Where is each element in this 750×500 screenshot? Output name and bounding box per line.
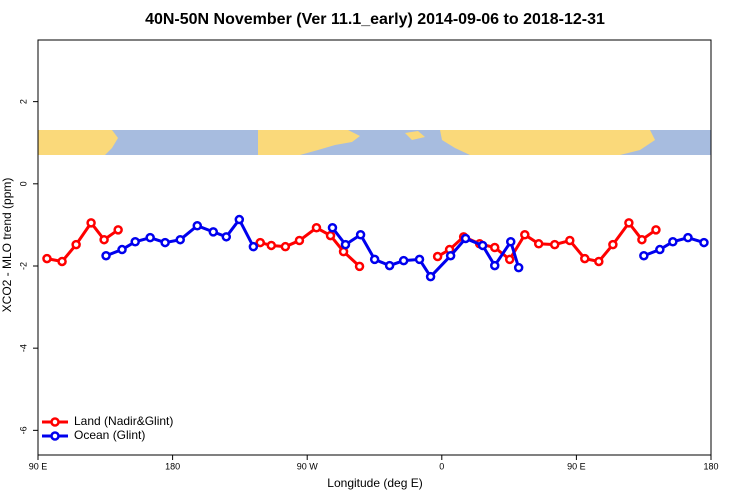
point <box>398 255 409 266</box>
map-strip <box>38 130 711 155</box>
point <box>425 271 436 282</box>
point <box>113 225 123 235</box>
point <box>460 233 471 244</box>
point <box>57 256 67 267</box>
point <box>175 234 185 245</box>
x-tick-label: 90 W <box>297 461 319 471</box>
point <box>354 261 365 272</box>
point <box>513 262 524 273</box>
point <box>489 242 500 253</box>
point <box>549 239 560 250</box>
x-tick-label: 180 <box>703 461 718 471</box>
point <box>117 244 127 255</box>
point <box>445 250 456 261</box>
point <box>655 244 665 255</box>
point <box>432 251 443 262</box>
y-tick-label: 2 <box>18 99 28 104</box>
legend-marker <box>50 431 60 441</box>
y-tick-label: 0 <box>18 181 28 186</box>
legend-label: Ocean (Glint) <box>74 428 145 442</box>
point <box>369 254 380 265</box>
point <box>683 232 693 243</box>
point <box>325 230 336 241</box>
x-tick-label: 90 E <box>29 461 48 471</box>
y-axis-label: XCO2 - MLO trend (ppm) <box>0 178 14 313</box>
point <box>192 220 203 231</box>
point <box>624 218 634 228</box>
point <box>311 223 322 233</box>
point <box>86 218 96 228</box>
point <box>668 236 678 247</box>
point <box>651 225 661 235</box>
x-axis-label: Longitude (deg E) <box>327 476 422 490</box>
point <box>160 237 170 248</box>
legend-label: Land (Nadir&Glint) <box>74 414 173 428</box>
point <box>477 240 488 251</box>
x-tick-label: 90 E <box>567 461 586 471</box>
point <box>639 250 649 261</box>
point <box>504 254 515 265</box>
point <box>255 237 265 248</box>
y-tick-label: -2 <box>18 262 28 270</box>
point <box>42 253 52 264</box>
point <box>208 227 219 237</box>
point <box>234 214 245 225</box>
point <box>101 250 111 261</box>
x-tick-label: 0 <box>439 461 444 471</box>
legend-marker <box>50 417 60 427</box>
point <box>489 260 500 271</box>
x-tick-label: 180 <box>165 461 180 471</box>
point <box>520 230 530 240</box>
point <box>340 239 351 250</box>
point <box>533 239 544 249</box>
point <box>145 232 155 243</box>
point <box>637 234 647 245</box>
point <box>294 235 305 246</box>
point <box>505 236 516 247</box>
point <box>414 254 425 265</box>
point <box>355 230 366 240</box>
point <box>99 234 109 245</box>
point <box>608 239 618 250</box>
point <box>565 235 575 246</box>
point <box>580 253 590 264</box>
point <box>266 240 277 251</box>
point <box>594 256 604 267</box>
point <box>699 237 709 248</box>
point <box>248 241 259 252</box>
point <box>384 260 395 271</box>
point <box>280 241 291 252</box>
point <box>327 223 338 233</box>
chart-title: 40N-50N November (Ver 11.1_early) 2014-0… <box>145 11 605 28</box>
point <box>130 236 140 247</box>
point <box>71 239 81 250</box>
y-tick-label: -4 <box>18 344 28 352</box>
point <box>221 232 232 242</box>
y-tick-label: -6 <box>18 426 28 434</box>
plot-frame <box>37 39 712 456</box>
